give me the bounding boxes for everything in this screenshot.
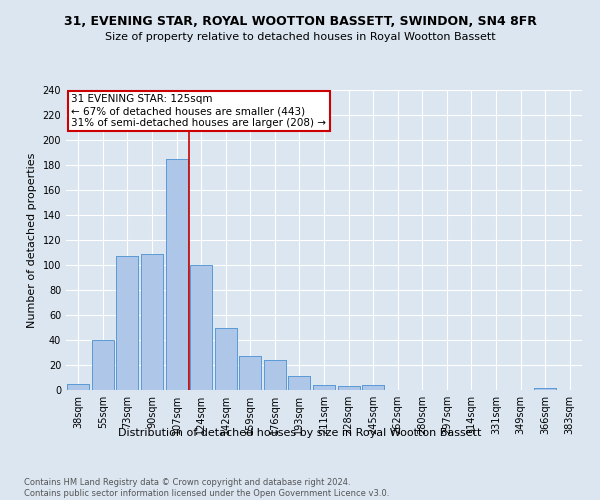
Bar (141, 254, 163, 390)
Bar (264, 360, 286, 390)
Bar (190, 265, 212, 390)
Text: Distribution of detached houses by size in Royal Wootton Bassett: Distribution of detached houses by size … (118, 428, 482, 438)
Bar (67, 384, 89, 390)
Bar (215, 328, 237, 390)
Bar (338, 386, 359, 390)
Bar (338, 386, 359, 390)
Bar (116, 256, 139, 390)
Bar (313, 385, 335, 390)
Bar (362, 385, 384, 390)
Bar (215, 328, 237, 390)
Bar (141, 254, 163, 390)
Bar (116, 256, 139, 390)
Text: Contains HM Land Registry data © Crown copyright and database right 2024.
Contai: Contains HM Land Registry data © Crown c… (24, 478, 389, 498)
Bar (289, 376, 310, 390)
Bar (67, 384, 89, 390)
Bar (534, 388, 556, 390)
Bar (166, 159, 188, 390)
Text: 31 EVENING STAR: 125sqm
← 67% of detached houses are smaller (443)
31% of semi-d: 31 EVENING STAR: 125sqm ← 67% of detache… (71, 94, 326, 128)
Bar (190, 265, 212, 390)
Bar (239, 356, 262, 390)
Bar (534, 388, 556, 390)
Bar (92, 340, 114, 390)
Bar (166, 159, 188, 390)
Bar (289, 376, 310, 390)
Bar (313, 385, 335, 390)
Text: Size of property relative to detached houses in Royal Wootton Bassett: Size of property relative to detached ho… (104, 32, 496, 42)
Bar (362, 385, 384, 390)
Text: 31, EVENING STAR, ROYAL WOOTTON BASSETT, SWINDON, SN4 8FR: 31, EVENING STAR, ROYAL WOOTTON BASSETT,… (64, 15, 536, 28)
Bar (92, 340, 114, 390)
Y-axis label: Number of detached properties: Number of detached properties (27, 152, 37, 328)
Bar (239, 356, 262, 390)
Bar (264, 360, 286, 390)
